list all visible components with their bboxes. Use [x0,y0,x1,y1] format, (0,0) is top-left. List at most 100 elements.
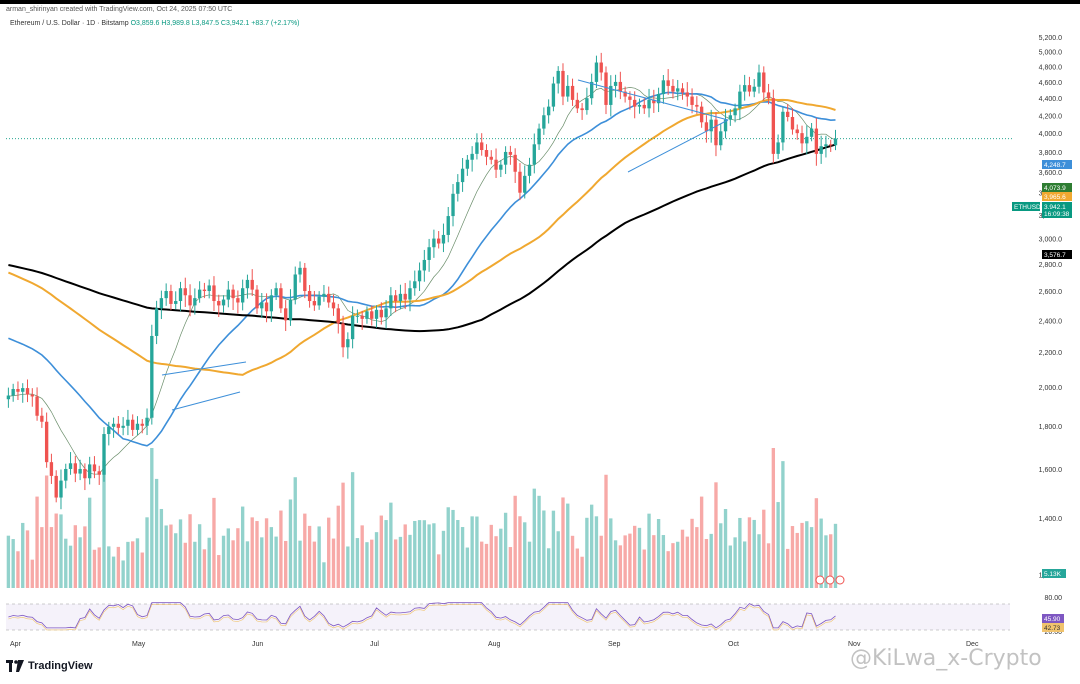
price-tick-label: 2,200.0 [1039,350,1062,357]
candle-body [527,164,532,176]
volume-badge-label: 5.13K [1044,571,1062,578]
volume-bar [374,532,379,588]
volume-bar [642,549,646,588]
volume-bar [709,533,713,588]
candle-body [279,288,283,309]
candle-body [742,85,747,92]
price-badge-label: 3,576.7 [1044,252,1066,259]
candle-body [441,234,446,244]
candle-body [446,216,450,235]
candle-body [422,259,427,271]
rsi-level-label: 20.00 [1044,629,1062,636]
candle-body [288,299,293,321]
volume-bar [829,534,833,588]
volume-bar [738,517,742,588]
candle-body [465,159,470,169]
price-tick-label: 4,400.0 [1039,96,1062,103]
volume-bar [589,504,594,588]
candle-body [174,301,178,304]
triangle-line-lower [627,119,729,173]
volume-bar [656,519,661,588]
volume-bar [44,475,49,588]
candle-body [30,394,34,397]
candle-body [260,302,264,309]
candle-body [264,302,269,312]
volume-bar [64,538,68,588]
volume-bar [317,526,321,588]
candle-body [580,108,584,111]
volume-bar [97,547,101,588]
candle-body [728,115,732,120]
candle-body [656,94,661,104]
volume-bar [408,534,412,588]
candle-body [604,72,608,105]
volume-bar [441,530,446,588]
ma200-line [8,143,836,333]
price-tick-label: 5,200.0 [1039,35,1062,42]
candle-body [819,146,823,154]
candle-body [699,106,704,123]
candle-body [661,80,666,95]
volume-bar [350,472,355,588]
candle-body [293,274,297,300]
candle-body [284,308,288,321]
triangle-line-upper [577,79,729,121]
candle-body [556,70,560,84]
candle-body [207,285,211,292]
volume-bar [188,514,192,588]
volume-bar [226,528,230,588]
candle-body [360,315,364,319]
candle-body [451,193,455,217]
candle-body [83,468,87,479]
candle-body [805,136,809,144]
volume-bar [451,509,455,588]
volume-bar [379,515,383,588]
candle-body [523,175,527,193]
candle-body [489,156,493,160]
candle-body [714,119,718,146]
price-tick-label: 4,600.0 [1039,80,1062,87]
volume-bar [40,527,44,588]
volume-bar [21,522,25,588]
candle-body [322,293,326,297]
volume-bars [6,448,838,588]
price-badge-label: 3,965.6 [1044,194,1066,201]
candle-body [393,295,398,302]
candle-body [695,104,699,107]
volume-bar [676,541,680,588]
volume-bar [35,496,39,588]
volume-bar [169,524,173,588]
volume-bar [432,523,436,588]
time-tick-label: May [132,641,146,648]
event-flag-icon [835,575,845,585]
volume-bar [427,524,431,588]
volume-bar [633,525,637,588]
volume-bar [570,535,575,588]
candle-body [212,285,216,302]
volume-bar [728,545,732,588]
candle-body [221,299,226,306]
candle-body [116,423,121,428]
candle-body [766,92,771,99]
channel-line-upper [161,361,247,376]
volume-bar [776,502,780,588]
candle-body [245,279,250,289]
candle-body [647,99,651,109]
volume-bar [193,541,197,588]
candle-body [633,99,637,107]
candle-body [159,298,164,309]
volume-bar [465,547,470,588]
price-badge-label: 4,073.9 [1044,185,1066,192]
volume-bar [102,461,106,588]
volume-bar [594,516,599,588]
candle-body [628,96,632,100]
candle-body [642,104,646,109]
volume-bar [652,535,656,588]
volume-bar [145,517,149,588]
price-badge [1012,202,1040,211]
candle-body [307,291,312,302]
candle-body [379,309,383,318]
volume-bar [78,537,82,588]
